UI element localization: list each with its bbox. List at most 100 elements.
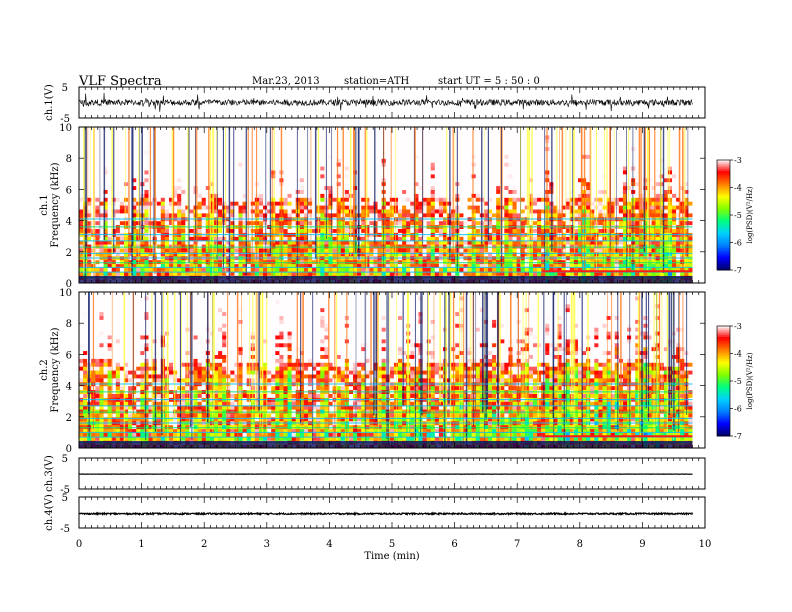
psd-cell: [561, 240, 567, 245]
psd-cell: [414, 138, 420, 144]
psd-cell: [402, 185, 407, 190]
psd-cell: [99, 189, 105, 194]
psd-cell: [553, 185, 559, 190]
psd-cell: [434, 130, 440, 136]
psd-cell: [250, 169, 256, 175]
psd-cell: [95, 208, 101, 214]
psd-cell: [103, 271, 109, 276]
psd-cell: [332, 158, 338, 163]
psd-cell: [119, 247, 125, 253]
psd-cell: [107, 134, 113, 140]
psd-cell: [160, 247, 166, 253]
psd-cell: [234, 240, 240, 245]
psd-cell: [549, 259, 555, 265]
psd-cell: [79, 154, 84, 159]
psd-cell: [79, 247, 84, 253]
psd-cell: [389, 228, 395, 233]
psd-cell: [381, 267, 387, 272]
psd-cell: [79, 166, 84, 171]
psd-cell: [197, 130, 203, 136]
psd-cell: [573, 208, 579, 214]
psd-cell: [471, 251, 477, 257]
psd-cell: [242, 169, 248, 175]
psd-cell: [344, 138, 350, 144]
psd-cell: [103, 201, 109, 206]
psd-cell: [287, 197, 293, 202]
psd-cell: [393, 220, 399, 226]
psd-cell: [577, 130, 583, 136]
psd-cell: [516, 208, 522, 214]
psd-cell: [381, 247, 387, 253]
psd-cell: [336, 177, 342, 183]
psd-cell: [549, 271, 555, 276]
psd-cell: [299, 169, 305, 175]
psd-cell: [438, 267, 444, 272]
psd-cell: [569, 240, 575, 245]
psd-cell: [246, 150, 252, 155]
psd-cell: [393, 158, 399, 163]
psd-cell: [87, 201, 92, 206]
psd-cell: [258, 150, 264, 155]
psd-cell: [168, 189, 174, 194]
psd-cell: [287, 263, 293, 268]
psd-cell: [520, 189, 526, 194]
psd-cell: [332, 228, 338, 233]
psd-cell: [275, 177, 280, 183]
psd-cell: [430, 201, 436, 206]
psd-cell: [569, 185, 575, 190]
psd-cell: [398, 244, 403, 249]
psd-cell: [402, 197, 407, 202]
psd-cell: [569, 197, 575, 202]
psd-cell: [483, 134, 489, 140]
psd-cell: [365, 251, 370, 257]
psd-cell: [295, 169, 301, 175]
psd-cell: [422, 142, 428, 148]
psd-cell: [365, 189, 370, 194]
psd-cell: [451, 263, 456, 268]
psd-cell: [471, 208, 477, 214]
psd-cell: [303, 177, 309, 183]
psd-cell: [336, 201, 342, 206]
psd-cell: [393, 134, 399, 140]
psd-cell: [475, 138, 481, 144]
psd-cell: [332, 162, 338, 167]
psd-cell: [332, 244, 338, 249]
psd-cell: [398, 173, 403, 179]
psd-cell: [177, 162, 182, 167]
psd-cell: [406, 173, 411, 179]
psd-cell: [87, 236, 92, 241]
psd-cell: [267, 244, 272, 249]
psd-cell: [553, 189, 559, 194]
psd-cell: [434, 185, 440, 190]
psd-cell: [230, 228, 236, 233]
psd-cell: [500, 220, 505, 226]
psd-cell: [119, 127, 125, 132]
psd-cell: [373, 166, 379, 171]
psd-cell: [532, 146, 538, 151]
psd-cell: [185, 267, 191, 272]
psd-cell: [156, 185, 162, 190]
psd-cell: [504, 267, 510, 272]
psd-cell: [128, 181, 133, 187]
psd-cell: [173, 166, 178, 171]
psd-cell: [156, 228, 162, 233]
psd-cell: [263, 267, 268, 272]
psd-cell: [123, 251, 129, 257]
psd-cell: [336, 240, 342, 245]
psd-cell: [443, 201, 448, 206]
psd-cell: [79, 142, 84, 148]
psd-cell: [406, 154, 411, 159]
psd-cell: [312, 212, 317, 218]
psd-cell: [119, 177, 125, 183]
psd-cell: [385, 205, 391, 210]
psd-cell: [291, 185, 297, 190]
psd-cell: [479, 263, 485, 268]
psd-cell: [561, 146, 567, 151]
psd-cell: [483, 150, 489, 155]
psd-cell: [528, 247, 534, 253]
psd-cell: [414, 205, 420, 210]
psd-cell: [283, 197, 289, 202]
psd-cell: [508, 251, 514, 257]
psd-cell: [422, 236, 428, 241]
psd-cell: [99, 166, 105, 171]
